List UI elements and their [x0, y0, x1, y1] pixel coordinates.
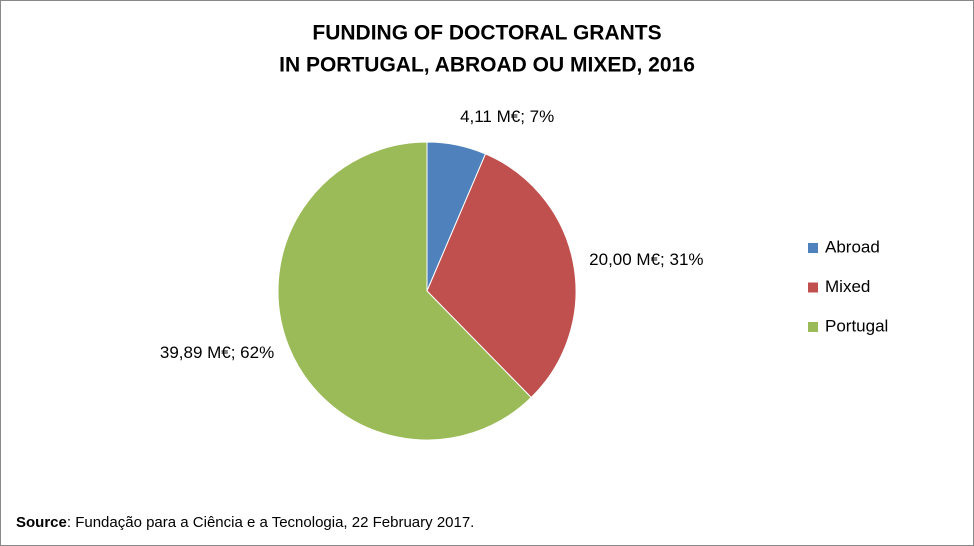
- source-note: Source: Fundação para a Ciência e a Tecn…: [16, 514, 474, 531]
- legend-label: Mixed: [825, 277, 870, 296]
- legend-label: Abroad: [825, 237, 880, 256]
- legend-swatch: [808, 282, 818, 293]
- data-label: 4,11 M€; 7%: [460, 107, 554, 126]
- chart-title: IN PORTUGAL, ABROAD OU MIXED, 2016: [279, 54, 695, 77]
- pie-slice: [277, 141, 532, 441]
- legend-label: Portugal: [825, 316, 888, 335]
- legend-swatch: [808, 322, 818, 332]
- data-label: 20,00 M€; 31%: [589, 250, 703, 269]
- data-label: 39,89 M€; 62%: [160, 343, 274, 362]
- pie-slice: [426, 153, 577, 399]
- source-text: : Fundação para a Ciência e a Tecnologia…: [67, 514, 475, 531]
- source-label: Source: [16, 514, 67, 531]
- chart-title: FUNDING OF DOCTORAL GRANTS: [312, 22, 661, 45]
- legend-swatch: [808, 243, 818, 253]
